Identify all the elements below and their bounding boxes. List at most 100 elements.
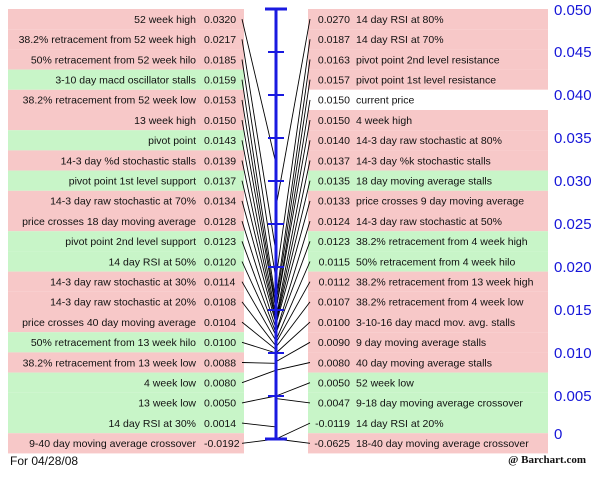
left-connector-line bbox=[241, 140, 277, 317]
left-row-label: 14 day RSI at 50% bbox=[108, 256, 196, 268]
left-row-value: 0.0137 bbox=[204, 176, 236, 188]
right-connector-line bbox=[275, 382, 311, 397]
left-connector-line bbox=[241, 261, 277, 336]
right-row-band bbox=[308, 332, 548, 353]
right-row-label: 52 week low bbox=[356, 378, 414, 390]
right-row-value: 0.0112 bbox=[319, 277, 350, 289]
right-row-value: 0.0187 bbox=[318, 34, 350, 46]
right-row-band bbox=[308, 89, 548, 110]
left-row-band bbox=[8, 150, 244, 171]
right-row-value: 0.0107 bbox=[318, 297, 350, 309]
left-connector-line bbox=[241, 301, 277, 347]
left-row-label: 50% retracement from 52 week hilo bbox=[31, 54, 196, 66]
axis-tick-label: 0.045 bbox=[554, 44, 592, 61]
left-row-band bbox=[8, 433, 244, 454]
right-row-band bbox=[308, 29, 548, 50]
right-row-value: -0.0119 bbox=[315, 418, 350, 430]
axis-tick-label: 0.050 bbox=[554, 2, 592, 19]
left-row-value: 0.0108 bbox=[204, 297, 236, 309]
left-row-band bbox=[8, 49, 244, 70]
left-connector-line bbox=[241, 422, 277, 428]
right-row-band bbox=[308, 392, 548, 413]
right-connector-line bbox=[275, 180, 311, 324]
right-row-band bbox=[308, 291, 548, 312]
left-row-label: pivot point 1st level support bbox=[69, 176, 196, 188]
right-row-value: 0.0150 bbox=[318, 95, 350, 107]
right-row-label: 14-3 day raw stochastic at 50% bbox=[356, 216, 502, 228]
left-connector-line bbox=[241, 79, 277, 303]
left-row-label: 14-3 day raw stochastic at 20% bbox=[50, 297, 196, 309]
left-row-label: 38.2% retracement from 52 week low bbox=[23, 95, 197, 107]
left-row-value: 0.0120 bbox=[204, 256, 236, 268]
left-row-band bbox=[8, 352, 244, 373]
right-row-label: 40 day moving average stalls bbox=[356, 357, 492, 369]
right-row-band bbox=[308, 9, 548, 30]
right-row-band bbox=[308, 352, 548, 373]
right-row-label: 14 day RSI at 80% bbox=[356, 14, 444, 26]
right-row-value: 0.0047 bbox=[318, 398, 350, 410]
right-row-value: 0.0080 bbox=[318, 357, 350, 369]
right-connector-line bbox=[275, 241, 311, 334]
left-connector-line bbox=[241, 59, 277, 280]
source-label: @ Barchart.com bbox=[508, 454, 586, 466]
right-row-band bbox=[308, 130, 548, 151]
right-row-band bbox=[308, 413, 548, 434]
right-connector-line bbox=[275, 398, 311, 404]
left-connector-line bbox=[241, 281, 277, 342]
right-row-value: 0.0090 bbox=[318, 337, 350, 349]
right-row-value: -0.0625 bbox=[314, 438, 350, 450]
left-connector-line bbox=[241, 99, 277, 308]
right-row-band bbox=[308, 49, 548, 70]
left-row-label: 14 day RSI at 30% bbox=[108, 418, 196, 430]
right-row-label: 38.2% retracement from 4 week high bbox=[356, 236, 528, 248]
right-row-label: current price bbox=[356, 95, 415, 107]
left-row-label: 52 week high bbox=[134, 14, 196, 26]
right-row-value: 0.0157 bbox=[318, 75, 350, 87]
left-connector-line bbox=[241, 362, 277, 364]
left-connector-line bbox=[241, 341, 277, 354]
right-row-band bbox=[308, 69, 548, 90]
left-row-band bbox=[8, 130, 244, 151]
right-connector-line bbox=[275, 39, 311, 279]
right-row-label: 14-3 day raw stochastic at 80% bbox=[356, 135, 502, 147]
right-connector-line bbox=[275, 362, 311, 371]
left-row-value: 0.0153 bbox=[204, 95, 236, 107]
right-connector-line bbox=[275, 321, 311, 354]
right-row-band bbox=[308, 312, 548, 333]
left-row-value: 0.0104 bbox=[204, 317, 236, 329]
left-row-band bbox=[8, 170, 244, 191]
left-row-label: 13 week low bbox=[138, 398, 196, 410]
axis-tick-label: 0.025 bbox=[554, 216, 592, 233]
axis-tick-label: 0.015 bbox=[554, 302, 592, 319]
left-row-value: 0.0128 bbox=[204, 216, 236, 228]
axis-tick-label: 0.020 bbox=[554, 259, 592, 276]
right-connector-line bbox=[275, 160, 311, 322]
left-row-label: pivot point 2nd level support bbox=[65, 236, 196, 248]
axis-tick-label: 0.035 bbox=[554, 130, 592, 147]
left-row-label: 38.2% retracement from 13 week low bbox=[23, 357, 197, 369]
right-row-value: 0.0140 bbox=[318, 135, 350, 147]
right-connector-line bbox=[275, 19, 311, 207]
left-row-label: pivot point bbox=[148, 135, 196, 147]
left-row-band bbox=[8, 372, 244, 393]
right-row-label: 50% retracement from 4 week hilo bbox=[356, 256, 515, 268]
left-row-label: 13 week high bbox=[134, 115, 196, 127]
right-row-label: 38.2% retracement from 4 week low bbox=[356, 297, 524, 309]
axis-tick-label: 0.030 bbox=[554, 173, 592, 190]
left-row-value: 0.0080 bbox=[204, 378, 236, 390]
left-row-label: 9-40 day moving average crossover bbox=[29, 438, 196, 450]
left-row-band bbox=[8, 9, 244, 30]
left-row-band bbox=[8, 110, 244, 131]
left-row-label: 38.2% retracement from 52 week high bbox=[19, 34, 197, 46]
right-row-value: 0.0137 bbox=[318, 155, 350, 167]
right-connector-line bbox=[275, 422, 311, 440]
left-row-value: 0.0185 bbox=[204, 54, 236, 66]
right-row-band bbox=[308, 433, 548, 454]
left-row-value: 0.0014 bbox=[204, 418, 236, 430]
left-row-value: 0.0134 bbox=[204, 196, 236, 208]
left-row-value: 0.0143 bbox=[204, 135, 236, 147]
right-row-label: 38.2% retracement from 13 week high bbox=[356, 277, 534, 289]
right-connector-line bbox=[275, 301, 311, 348]
left-row-value: 0.0050 bbox=[204, 398, 236, 410]
right-row-band bbox=[308, 190, 548, 211]
